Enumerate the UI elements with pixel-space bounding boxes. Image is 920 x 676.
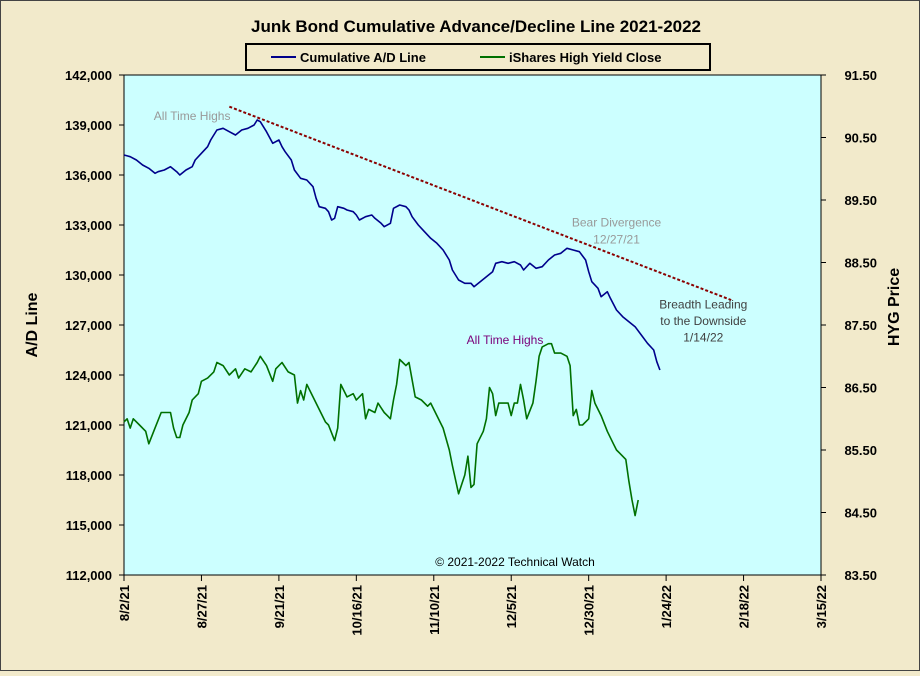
y-left-tick-label: 112,000 [66,568,112,583]
legend: Cumulative A/D Line iShares High Yield C… [245,43,711,71]
y-left-tick-label: 124,000 [65,368,112,383]
y-left-tick-label: 127,000 [65,318,112,333]
annotation-text: Bear Divergence [572,216,662,230]
annotation-text: All Time Highs [154,109,231,123]
y-axis-left-label: A/D Line [24,292,41,357]
annotation-text: Breadth Leading [659,297,747,311]
y-right-tick-label: 90.50 [844,131,877,146]
legend-label-hyg: iShares High Yield Close [509,50,661,65]
y-right-tick-label: 86.50 [844,381,877,396]
y-right-tick-label: 91.50 [844,68,877,83]
y-right-tick-label: 83.50 [844,568,877,583]
y-axis-right-label: HYG Price [886,268,903,346]
x-tick-label: 11/10/21 [427,585,442,635]
y-right-tick-label: 84.50 [844,506,877,521]
y-left-tick-label: 139,000 [65,118,112,133]
copyright-text: © 2021-2022 Technical Watch [435,555,595,569]
annotation-layer: All Time Highs Bear Divergence 12/27/21 Bre… [154,109,748,347]
y-left-tick-label: 115,000 [66,518,112,533]
y-left-tick-label: 118,000 [66,468,112,483]
y-right-tick-label: 88.50 [844,256,877,271]
hyg-close-series [123,342,639,517]
x-tick-label: 1/24/22 [659,585,674,628]
x-tick-label: 3/15/22 [814,585,829,628]
x-tick-label: 12/30/21 [582,585,597,636]
x-tick-label: 9/21/21 [272,585,287,628]
annotation-text: 1/14/22 [683,331,723,345]
ad-line-series [123,119,661,371]
y-right-tick-label: 89.50 [844,193,877,208]
y-left-tick-label: 121,000 [65,418,112,433]
y-left-tick-label: 142,000 [65,68,112,83]
x-tick-label: 10/16/21 [349,585,364,636]
legend-box [245,43,711,71]
axes-layer: 112,000 115,000 118,000 121,000 124,000 127,0… [65,68,877,636]
chart-title: Junk Bond Cumulative Advance/Decline Lin… [251,17,701,36]
series-layer [123,105,732,517]
y-left-tick-label: 130,000 [65,268,112,283]
y-right-tick-label: 85.50 [844,443,877,458]
x-tick-label: 12/5/21 [504,585,519,628]
annotation-text: to the Downside [660,314,746,328]
y-left-tick-label: 133,000 [65,218,112,233]
plot-area [123,74,822,576]
x-tick-label: 8/27/21 [194,585,209,628]
y-left-tick-label: 136,000 [65,168,112,183]
annotation-text: All Time Highs [467,333,544,347]
annotation-text: 12/27/21 [593,232,640,246]
x-tick-label: 2/18/22 [737,585,752,628]
legend-label-ad-line: Cumulative A/D Line [300,50,426,65]
x-tick-label: 8/2/21 [117,585,132,621]
y-right-tick-label: 87.50 [844,318,877,333]
